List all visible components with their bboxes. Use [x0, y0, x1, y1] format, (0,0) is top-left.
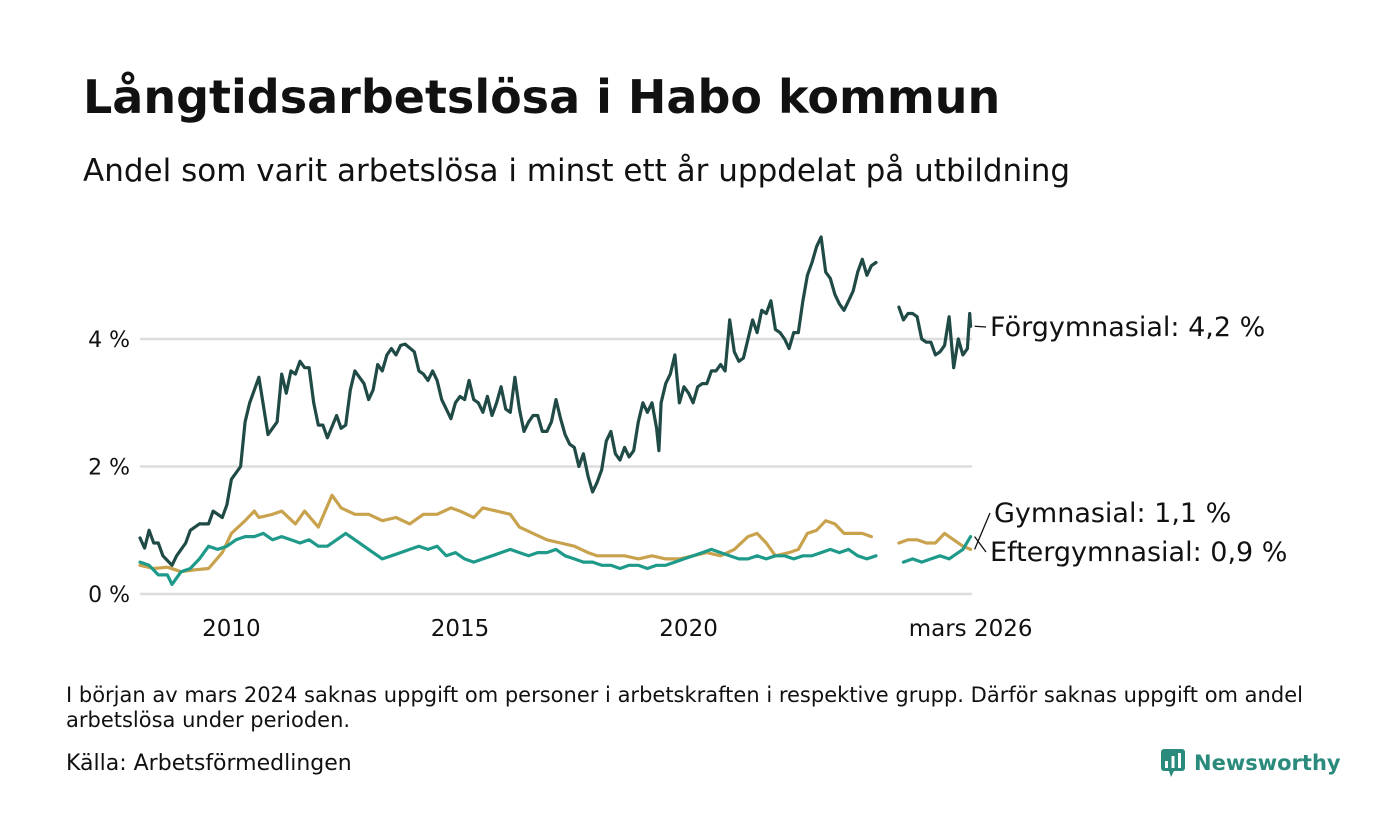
series-line-gymnasial: [138, 493, 873, 574]
end-label-eftergymnasial: Eftergymnasial: 0,9 %: [990, 537, 1287, 568]
end-label-gymnasial: Gymnasial: 1,1 %: [994, 498, 1231, 529]
y-tick-label: 0 %: [88, 583, 130, 608]
brand-name: Newsworthy: [1194, 751, 1341, 775]
end-labels: Förgymnasial: 4,2 % Gymnasial: 1,1 % Efter…: [974, 312, 1287, 568]
x-tick-label: mars 2026: [909, 616, 1033, 642]
series-lines: [138, 235, 973, 586]
label-leader-line: [974, 512, 991, 550]
chart-subtitle: Andel som varit arbetslösa i minst ett å…: [83, 153, 1071, 189]
label-leader-line: [974, 536, 987, 553]
source-line: Källa: Arbetsförmedlingen: [66, 751, 352, 776]
y-tick-label: 2 %: [88, 456, 130, 481]
y-tick-label: 4 %: [88, 328, 130, 353]
brand-logo[interactable]: Newsworthy: [1160, 748, 1341, 778]
x-tick-label: 2010: [202, 616, 261, 642]
footnote: I början av mars 2024 saknas uppgift om …: [66, 683, 1303, 732]
series-line-gymnasial: [897, 531, 973, 551]
gridlines: [140, 337, 972, 596]
x-tick-label: 2015: [431, 616, 490, 642]
series-line-eftergymnasial: [138, 531, 878, 586]
series-line-förgymnasial: [138, 235, 878, 567]
x-tick-label: 2020: [659, 616, 718, 642]
x-axis-ticks: 2010 2015 2020 mars 2026: [202, 616, 1032, 642]
line-chart: 0 % 2 % 4 % 2010 2015 2020 mars 2026 Förgymna…: [88, 235, 1287, 642]
newsworthy-icon: [1161, 749, 1185, 777]
series-line-eftergymnasial: [901, 535, 973, 564]
end-label-förgymnasial: Förgymnasial: 4,2 %: [990, 312, 1265, 343]
y-axis-ticks: 0 % 2 % 4 %: [88, 328, 130, 608]
series-line-förgymnasial: [897, 305, 973, 370]
chart-title: Långtidsarbetslösa i Habo kommun: [83, 70, 1001, 124]
label-leader-line: [974, 325, 987, 328]
